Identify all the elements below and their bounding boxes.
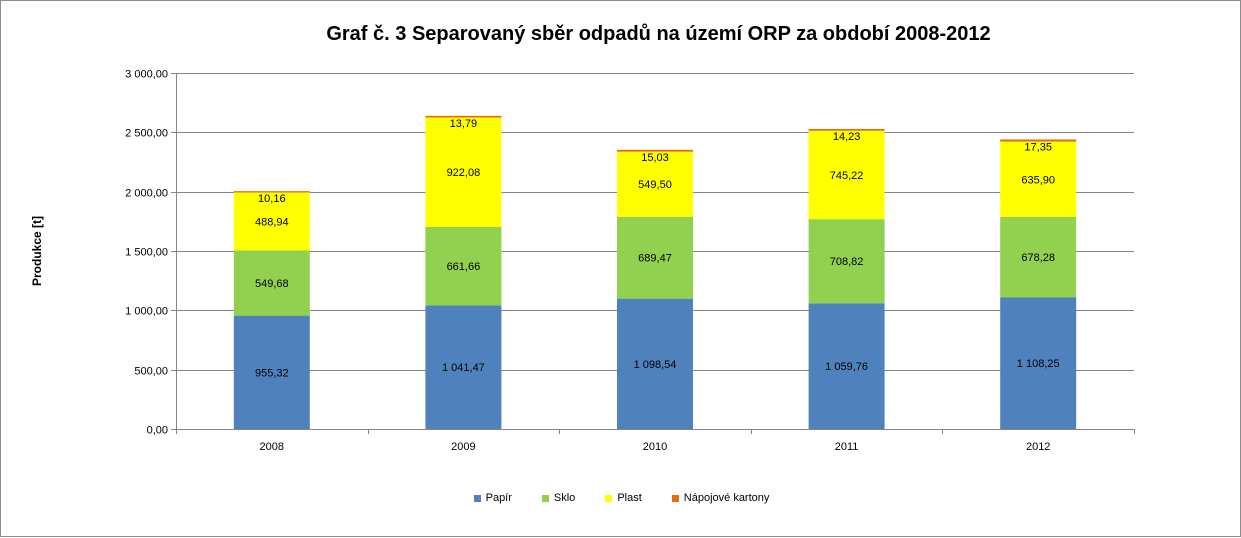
bar-segment — [808, 129, 885, 131]
x-tick-label: 2011 — [835, 441, 859, 453]
data-label: 635,90 — [1021, 174, 1055, 186]
y-tick-label: 1 500,00 — [125, 247, 168, 259]
data-label: 549,50 — [638, 179, 672, 191]
x-tick-label: 2012 — [1026, 441, 1050, 453]
legend-item: Nápojové kartony — [671, 492, 770, 504]
data-label: 661,66 — [447, 261, 481, 273]
y-tick-label: 500,00 — [134, 366, 168, 378]
data-label: 1 108,25 — [1017, 358, 1060, 370]
legend-label: Plast — [617, 492, 642, 504]
x-tick-label: 2008 — [260, 441, 284, 453]
bar-segment — [1000, 297, 1077, 429]
bar-segment — [425, 226, 502, 306]
bar-segment — [233, 191, 310, 193]
bar-segment — [808, 219, 885, 304]
data-label: 549,68 — [255, 278, 289, 290]
legend-swatch — [541, 494, 549, 502]
bar-segment — [617, 216, 693, 299]
data-label: 922,08 — [447, 167, 481, 179]
data-label: 1 059,76 — [825, 361, 868, 373]
legend-label: Papír — [485, 492, 512, 504]
bar-segment — [233, 250, 310, 316]
legend-swatch — [671, 494, 679, 502]
y-tick-label: 2 500,00 — [125, 128, 168, 140]
bar-segment — [233, 315, 310, 429]
legend-item: Sklo — [541, 492, 576, 504]
y-tick-label: 2 000,00 — [125, 188, 168, 200]
bar-segment — [617, 298, 693, 429]
x-tick-label: 2010 — [643, 441, 667, 453]
bar-segment — [1000, 216, 1077, 298]
legend-swatch — [605, 494, 613, 502]
x-tick-label: 2009 — [451, 441, 475, 453]
data-label: 708,82 — [830, 256, 864, 268]
chart-legend: Papír Sklo Plast Nápojové kartony — [1, 492, 1241, 504]
data-label: 17,35 — [1024, 141, 1052, 153]
bar-segment — [1000, 141, 1077, 217]
data-label: 13,79 — [450, 118, 478, 130]
data-label: 14,23 — [833, 131, 861, 143]
data-label: 745,22 — [830, 170, 864, 182]
bar-segment — [233, 192, 310, 251]
y-tick-label: 1 000,00 — [125, 306, 168, 318]
data-label: 955,32 — [255, 367, 289, 379]
bar-segment — [617, 151, 693, 217]
data-label: 1 098,54 — [634, 359, 677, 371]
bar-segment — [1000, 139, 1077, 142]
bar-segment — [617, 149, 693, 152]
data-label: 488,94 — [255, 216, 289, 228]
data-label: 1 041,47 — [442, 362, 485, 374]
y-tick-label: 3 000,00 — [125, 69, 168, 81]
y-tick-label: 0,00 — [147, 425, 168, 437]
legend-label: Sklo — [553, 492, 576, 504]
data-label: 678,28 — [1021, 252, 1055, 264]
bar-segment — [808, 130, 885, 220]
data-label: 10,16 — [258, 193, 286, 205]
bar-segment — [808, 303, 885, 429]
chart-title: Graf č. 3 Separovaný sběr odpadů na územ… — [326, 23, 991, 45]
bar-segment — [425, 305, 502, 429]
data-label: 15,03 — [641, 152, 669, 164]
legend-swatch — [473, 494, 481, 502]
legend-item: Plast — [605, 492, 642, 504]
legend-item: Papír — [473, 492, 512, 504]
legend-label: Nápojové kartony — [683, 492, 770, 504]
bar-segment — [425, 115, 502, 118]
data-label: 689,47 — [638, 253, 672, 265]
bar-segment — [425, 117, 502, 227]
